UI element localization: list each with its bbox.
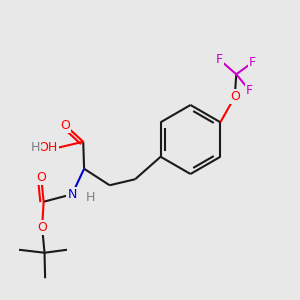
Text: H: H bbox=[30, 141, 40, 154]
Text: F: F bbox=[246, 84, 253, 97]
Text: F: F bbox=[249, 56, 256, 69]
Text: O: O bbox=[60, 119, 70, 132]
Text: F: F bbox=[216, 53, 223, 66]
Text: OH: OH bbox=[38, 141, 58, 154]
Text: N: N bbox=[68, 188, 77, 201]
Text: H: H bbox=[85, 191, 95, 204]
Text: O: O bbox=[36, 171, 46, 184]
Text: O: O bbox=[37, 221, 47, 234]
Text: O: O bbox=[230, 90, 240, 103]
